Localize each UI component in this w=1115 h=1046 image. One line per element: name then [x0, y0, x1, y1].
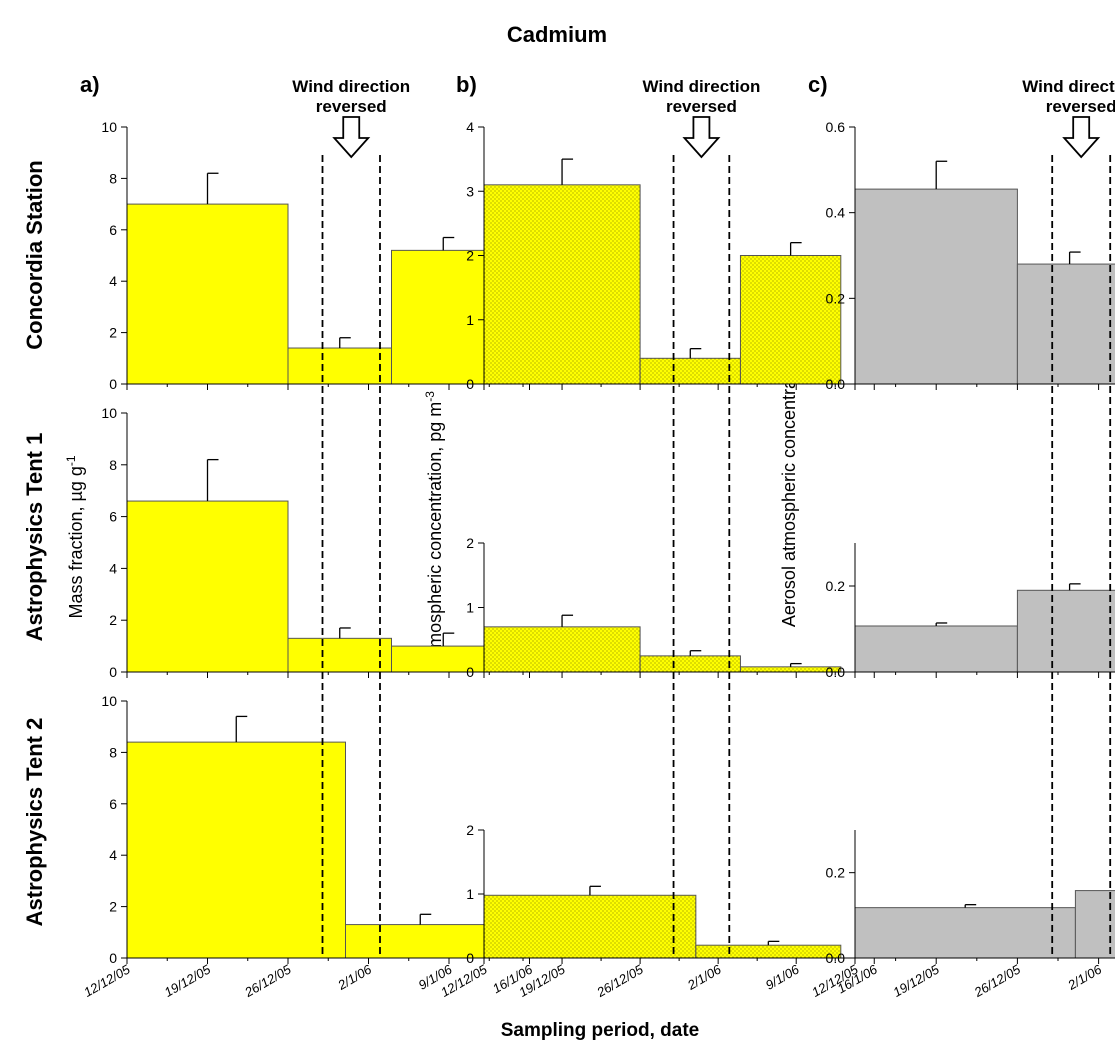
ytick-label-c-concordia-1: 0.2 — [826, 290, 846, 306]
ytick-label-a-concordia-2: 4 — [109, 273, 117, 289]
ytick-label-b-concordia-4: 4 — [466, 119, 474, 135]
column-label-a: a) — [80, 72, 100, 97]
bar-b-tent2-1 — [695, 944, 842, 959]
wind-arrow-c — [1062, 116, 1101, 159]
annotation-c-line-1: reversed — [1046, 97, 1115, 116]
ytick-label-a-tent2-3: 6 — [109, 796, 117, 812]
ytick-label-a-concordia-0: 0 — [109, 376, 117, 392]
xtick-label-a-tent2-0: 12/12/05 — [81, 961, 133, 1000]
xtick-label-c-tent2-3: 2/1/06 — [1064, 961, 1104, 993]
ytick-label-c-tent2-0: 0.0 — [826, 950, 846, 966]
bar-b-concordia-1 — [639, 357, 741, 385]
row-labels: Concordia Station Astrophysics Tent 1 As… — [22, 160, 47, 926]
ytick-label-b-tent2-0: 0 — [466, 950, 474, 966]
panel-c-tent1: 0.0 0.2 — [826, 543, 1115, 680]
bar-c-tent1-1 — [1016, 589, 1115, 673]
row-label-tent1: Astrophysics Tent 1 — [22, 433, 47, 642]
ytick-label-a-concordia-1: 2 — [109, 325, 117, 341]
panel-c-concordia: 0.0 0.2 0.4 0.6 — [826, 119, 1115, 392]
annotation-c-line-0: Wind direction — [1022, 77, 1115, 96]
bar-a-tent1-1 — [287, 637, 392, 673]
bar-b-tent2-0 — [483, 894, 697, 959]
xtick-label-b-tent2-4: 9/1/06 — [763, 961, 802, 992]
ytick-label-c-concordia-3: 0.6 — [826, 119, 846, 135]
bar-b-concordia-0 — [483, 184, 641, 385]
annotation-a-line-1: reversed — [316, 97, 387, 116]
ytick-label-c-concordia-2: 0.4 — [826, 205, 846, 221]
panel-b-tent1: 0 1 2 — [466, 535, 886, 680]
xtick-label-c-tent2-2: 26/12/05 — [971, 961, 1024, 1000]
bar-a-concordia-1 — [287, 347, 392, 385]
bar-a-tent1-2 — [391, 645, 496, 673]
ytick-label-a-concordia-4: 8 — [109, 170, 117, 186]
ytick-label-b-tent2-2: 2 — [466, 822, 474, 838]
ytick-label-c-tent1-1: 0.2 — [826, 578, 846, 594]
ytick-label-c-concordia-0: 0.0 — [826, 376, 846, 392]
ylabel-b: Atmospheric concentration, pg m-3 — [423, 391, 445, 665]
ytick-label-a-concordia-5: 10 — [101, 119, 117, 135]
bar-c-concordia-1 — [1016, 263, 1115, 385]
xtick-label-b-tent2-2: 26/12/05 — [593, 961, 646, 1000]
ytick-label-a-tent2-0: 0 — [109, 950, 117, 966]
xtick-label-c-tent2-1: 19/12/05 — [890, 961, 942, 1000]
ytick-label-b-tent1-0: 0 — [466, 664, 474, 680]
bar-c-concordia-0 — [854, 188, 1018, 385]
figure-title: Cadmium — [507, 22, 607, 47]
ytick-label-b-tent1-2: 2 — [466, 535, 474, 551]
ytick-label-b-tent1-1: 1 — [466, 600, 474, 616]
ytick-label-a-concordia-3: 6 — [109, 222, 117, 238]
xtick-label-b-tent2-3: 2/1/06 — [684, 961, 724, 993]
bar-a-tent2-0 — [126, 741, 346, 959]
ytick-label-b-concordia-0: 0 — [466, 376, 474, 392]
ytick-label-c-tent2-1: 0.2 — [826, 865, 846, 881]
bar-a-tent2-1 — [345, 924, 496, 959]
ytick-label-b-concordia-3: 3 — [466, 183, 474, 199]
ytick-label-a-tent1-2: 4 — [109, 560, 117, 576]
xtick-label-a-tent2-3: 2/1/06 — [334, 961, 374, 993]
bar-c-tent1-0 — [854, 625, 1018, 673]
wind-arrow-a — [332, 116, 371, 159]
ytick-label-b-concordia-1: 1 — [466, 312, 474, 328]
ytick-label-a-tent1-3: 6 — [109, 509, 117, 525]
ytick-label-c-tent1-0: 0.0 — [826, 664, 846, 680]
ytick-label-a-tent2-1: 2 — [109, 899, 117, 915]
bar-a-tent1-0 — [126, 500, 289, 673]
panel-c-tent2: 0.00.212/12/0519/12/0526/12/052/1/069/1/… — [809, 830, 1115, 1000]
annotation-b-line-0: Wind direction — [642, 77, 760, 96]
ytick-label-b-concordia-2: 2 — [466, 248, 474, 264]
ytick-label-a-tent1-4: 8 — [109, 457, 117, 473]
bar-b-concordia-2 — [739, 255, 842, 385]
bar-c-tent2-1 — [1074, 890, 1115, 959]
bar-a-concordia-0 — [126, 203, 289, 385]
ytick-label-a-tent2-2: 4 — [109, 847, 117, 863]
xtick-label-a-tent2-2: 26/12/05 — [241, 961, 294, 1000]
wind-reversal-lines — [321, 155, 1112, 958]
wind-arrow-b — [682, 116, 721, 159]
ytick-label-a-tent1-0: 0 — [109, 664, 117, 680]
row-label-tent2: Astrophysics Tent 2 — [22, 718, 47, 927]
bar-c-tent2-0 — [854, 907, 1076, 959]
column-label-b: b) — [456, 72, 477, 97]
row-label-concordia: Concordia Station — [22, 160, 47, 349]
ytick-label-a-tent1-1: 2 — [109, 612, 117, 628]
column-label-c: c) — [808, 72, 828, 97]
annotation-b-line-1: reversed — [666, 97, 737, 116]
bar-b-tent1-0 — [483, 626, 641, 673]
ytick-label-a-tent2-4: 8 — [109, 744, 117, 760]
ytick-label-a-tent2-5: 10 — [101, 693, 117, 709]
ylabel-a: Mass fraction, µg g-1 — [64, 455, 86, 618]
bar-a-concordia-2 — [391, 249, 496, 385]
ytick-label-a-tent1-5: 10 — [101, 405, 117, 421]
panel-b-concordia: 0 1 2 3 4 — [466, 119, 886, 392]
ytick-label-b-tent2-1: 1 — [466, 886, 474, 902]
annotation-a-line-0: Wind direction — [292, 77, 410, 96]
x-axis-label: Sampling period, date — [501, 1020, 699, 1041]
bar-b-tent1-1 — [639, 655, 741, 673]
xtick-label-a-tent2-1: 19/12/05 — [162, 961, 214, 1000]
